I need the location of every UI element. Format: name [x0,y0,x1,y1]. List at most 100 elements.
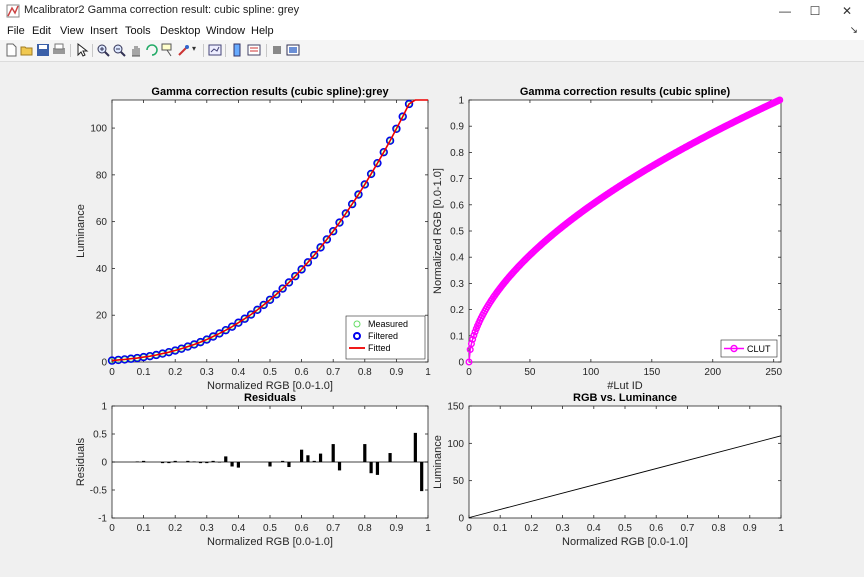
y-tick-label: 0.5 [450,227,464,238]
measured-point [286,279,292,286]
menu-tools[interactable]: Tools [125,25,151,37]
filtered-point [284,278,294,287]
chart-title: Residuals [244,392,296,404]
filtered-point [297,265,306,274]
filtered-point [322,235,332,244]
filtered-point [259,300,268,310]
rgb-vs-luminance-axes[interactable]: 0 0.1 0.2 0.3 0.4 0.5 0.6 0.7 0.8 0.9 1 0 50 100 150 RG… [432,392,784,548]
close-button[interactable]: ✕ [841,4,853,18]
zoom-out-icon[interactable] [112,43,126,57]
menu-window[interactable]: Window [206,25,246,37]
y-axis-label: Luminance [75,204,87,258]
legend-filtered-marker [353,332,361,340]
x-axis-label: Normalized RGB [0.0-1.0] [207,380,333,392]
measured-point [223,327,229,333]
filtered-point [341,209,351,218]
pan-hand-icon[interactable] [129,43,143,57]
measured-point [241,315,248,322]
measured-point [298,266,305,273]
rotate-3d-icon[interactable] [145,43,159,57]
toolbar-separator [203,44,204,57]
menu-overflow-arrow-icon[interactable]: ↘ [849,25,858,36]
legend-label: Filtered [368,331,398,341]
filtered-point [347,199,357,209]
show-plot-tools-icon[interactable] [286,43,300,57]
measured-point [330,228,336,234]
residual-bar [236,462,240,468]
measured-point [349,201,355,207]
window-title: Mcalibrator2 Gamma correction result: cu… [24,4,300,16]
filtered-point [335,218,344,227]
y-tick-label: 100 [447,439,464,450]
residual-bar [205,462,209,464]
insert-legend-icon[interactable] [247,43,261,57]
y-tick-label: 60 [96,217,108,228]
filtered-point [202,335,211,344]
rgb-luminance-line [468,435,782,519]
open-file-icon[interactable] [20,43,34,57]
x-tick-label: 0 [109,367,115,378]
brush-icon[interactable] [177,43,191,57]
select-arrow-icon[interactable] [75,43,89,57]
residual-bar [230,462,234,467]
residual-bar [211,460,215,462]
minimize-button[interactable]: — [779,4,791,18]
menu-insert[interactable]: Insert [90,25,118,37]
brush-dropdown-icon[interactable]: ▾ [192,44,197,53]
link-plot-icon[interactable] [208,43,222,57]
x-tick-label: 250 [765,367,782,378]
x-tick-label: 0.2 [524,523,538,534]
y-tick-label: 50 [453,476,465,487]
filtered-point [310,250,319,260]
filtered-point [316,243,325,252]
x-tick-label: 0.1 [137,367,151,378]
x-tick-label: 0.8 [358,523,372,534]
menu-view[interactable]: View [60,25,84,37]
menu-file[interactable]: File [7,25,25,37]
measured-point [292,273,299,279]
maximize-button[interactable]: ☐ [809,4,821,18]
x-tick-label: 0.2 [168,523,182,534]
y-tick-label: 0 [101,458,107,469]
zoom-in-icon[interactable] [96,43,110,57]
residual-bar [160,462,165,464]
measured-point [362,181,368,188]
residuals-axes[interactable]: 0 0.1 0.2 0.3 0.4 0.5 0.6 0.7 0.8 0.9 1 -1 -0.5 0 0.5 1… [75,392,431,548]
luminance-axes[interactable]: 0 0.1 0.2 0.3 0.4 0.5 0.6 0.7 0.8 0.9 1 0 20 40 60 80 10… [75,86,431,392]
filtered-point [360,180,369,189]
x-axis-label: Normalized RGB [0.0-1.0] [207,536,333,548]
measured-point [381,149,387,155]
measured-point [343,210,349,217]
filtered-point [385,136,395,145]
x-tick-label: 0.3 [200,523,214,534]
clut-axes[interactable]: 0 50 100 150 200 250 0 0.1 0.2 0.3 0.4 0.5 0.6 0.7 0.8… [432,86,784,392]
menu-edit[interactable]: Edit [32,25,51,37]
clut-point [471,328,479,336]
plot-area [468,405,782,519]
print-icon[interactable] [52,43,66,57]
chart-title: RGB vs. Luminance [573,392,677,404]
y-axis-label: Normalized RGB [0.0-1.0] [432,168,444,294]
x-tick-label: 150 [643,367,660,378]
y-tick-label: 100 [90,124,107,135]
hide-plot-tools-icon[interactable] [270,43,284,57]
residual-bar [198,462,203,464]
save-icon[interactable] [36,43,50,57]
insert-colorbar-icon[interactable] [230,43,244,57]
x-tick-label: 1 [425,523,431,534]
x-tick-label: 0 [466,523,472,534]
data-cursor-icon[interactable] [161,43,175,57]
y-tick-label: 0.9 [450,122,464,133]
filtered-point [404,99,414,109]
legend-measured-marker [353,320,361,328]
new-figure-icon[interactable] [4,43,18,57]
legend-label: Measured [368,319,408,329]
measured-point [197,339,204,345]
menu-help[interactable]: Help [251,25,274,37]
y-tick-label: 0 [101,358,107,369]
measured-point [204,336,210,343]
filtered-point [379,147,388,157]
x-tick-label: 0.6 [295,523,309,534]
title-bar: Mcalibrator2 Gamma correction result: cu… [0,0,864,23]
menu-desktop[interactable]: Desktop [160,25,201,37]
